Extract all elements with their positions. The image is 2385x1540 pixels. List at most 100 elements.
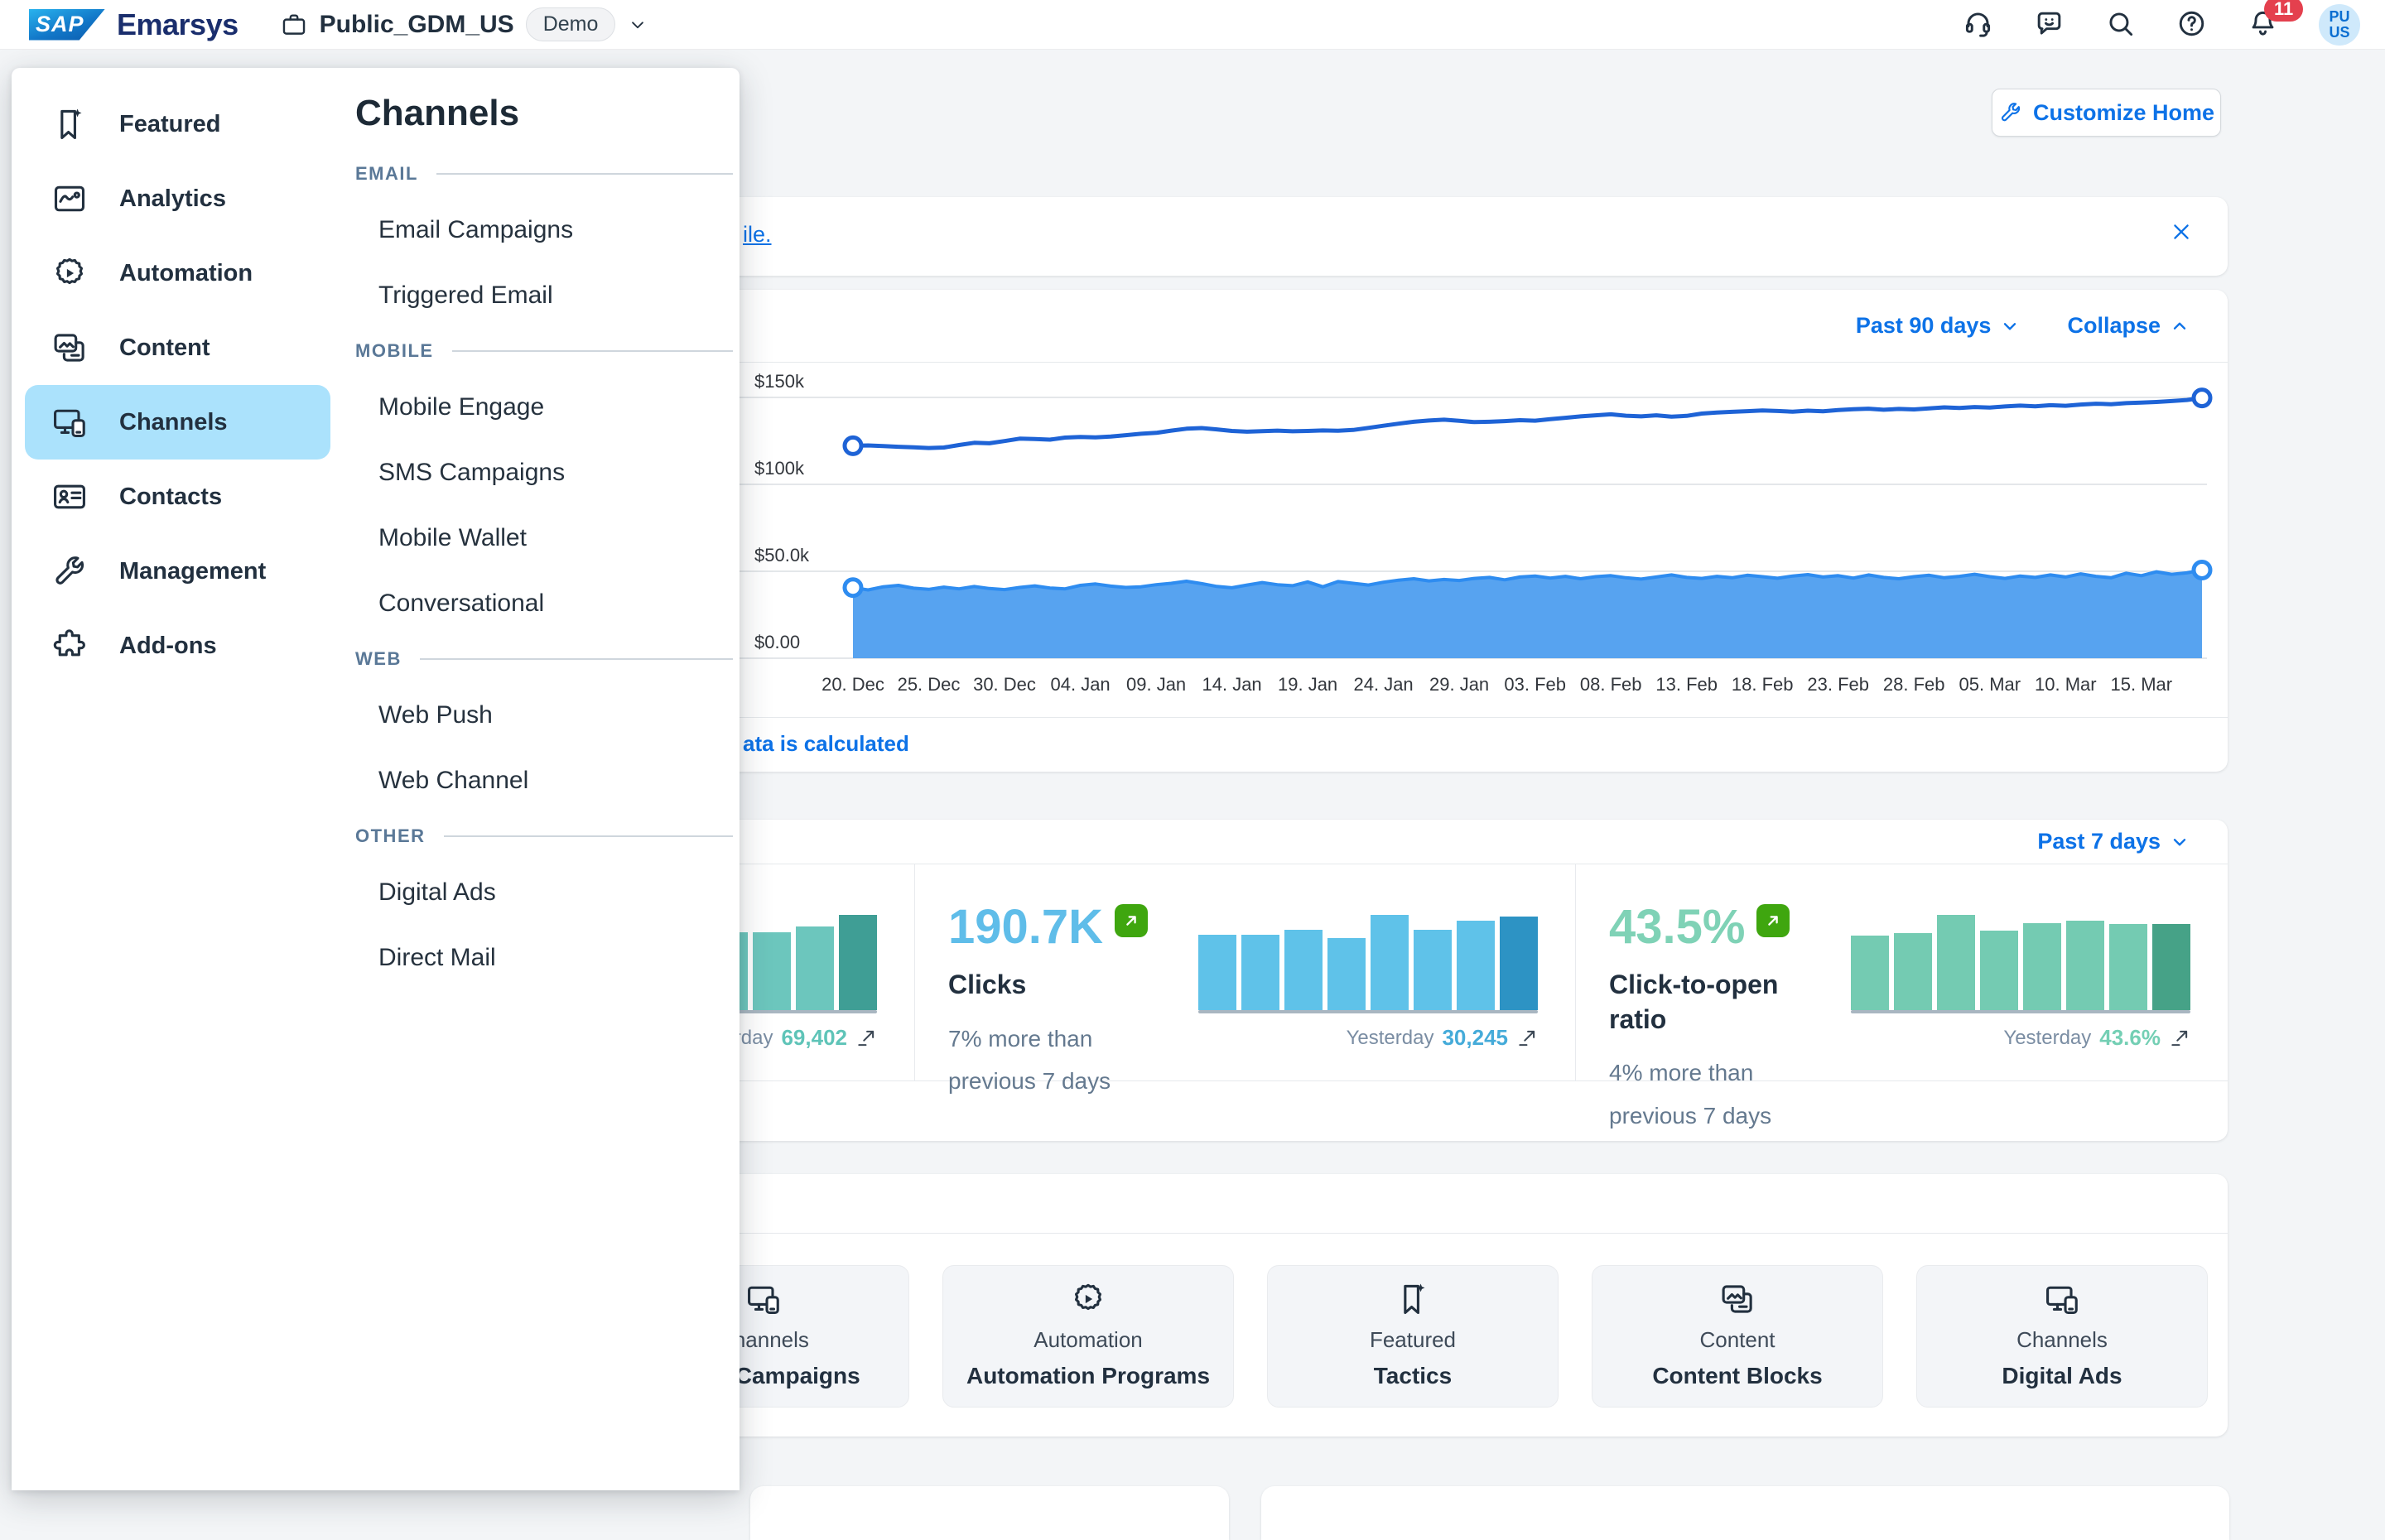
flyout-item-web-push[interactable]: Web Push — [355, 682, 740, 748]
notification-badge: 11 — [2264, 0, 2303, 22]
flyout-item-mobile-wallet[interactable]: Mobile Wallet — [355, 505, 740, 570]
search-icon — [2105, 8, 2136, 39]
banner-link[interactable]: ile. — [743, 222, 772, 248]
svg-text:03. Feb: 03. Feb — [1504, 674, 1566, 695]
bar — [2109, 924, 2147, 1010]
flyout-item-direct-mail[interactable]: Direct Mail — [355, 925, 740, 990]
bar — [796, 926, 834, 1010]
briefcase-icon — [280, 11, 308, 39]
flyout-item-triggered-email[interactable]: Triggered Email — [355, 262, 740, 328]
flyout-section-label: MOBILE — [355, 328, 740, 374]
section-divider — [444, 835, 734, 837]
customize-home-button[interactable]: Customize Home — [1992, 89, 2221, 137]
flyout-item-web-channel[interactable]: Web Channel — [355, 748, 740, 813]
flyout-item-digital-ads[interactable]: Digital Ads — [355, 859, 740, 925]
banner-close-button[interactable] — [2170, 220, 2193, 246]
sidebar-item-label: Add-ons — [119, 633, 217, 660]
flyout-item-sms-campaigns[interactable]: SMS Campaigns — [355, 440, 740, 505]
sidebar-item-content[interactable]: Content — [25, 310, 330, 385]
brand: SAP Emarsys — [29, 7, 238, 42]
svg-text:08. Feb: 08. Feb — [1580, 674, 1642, 695]
svg-text:29. Jan: 29. Jan — [1429, 674, 1489, 695]
svg-text:20. Dec: 20. Dec — [822, 674, 884, 695]
flyout-item-conversational[interactable]: Conversational — [355, 570, 740, 636]
management-icon — [51, 553, 88, 590]
flyout-section-label: EMAIL — [355, 151, 740, 197]
avatar-initials-1: PU — [2329, 9, 2349, 25]
sidebar-item-automation[interactable]: Automation — [25, 236, 330, 310]
account-name: Public_GDM_US — [320, 11, 514, 39]
channels-icon — [51, 404, 88, 440]
sap-logo-text: SAP — [36, 12, 84, 37]
date-range-label: Past 90 days — [1856, 313, 1992, 339]
chevron-down-icon — [2169, 831, 2190, 853]
svg-text:19. Jan: 19. Jan — [1278, 674, 1337, 695]
flyout-section-label: WEB — [355, 636, 740, 682]
bar — [1851, 936, 1889, 1010]
quick-link-category: Featured — [1370, 1327, 1456, 1353]
sidebar-item-contacts[interactable]: Contacts — [25, 460, 330, 534]
svg-text:$0.00: $0.00 — [754, 632, 800, 652]
content-icon — [51, 330, 88, 366]
trend-link-icon[interactable] — [2169, 1027, 2190, 1049]
how-data-calculated-link[interactable]: ata is calculated — [743, 731, 909, 757]
sidebar-item-featured[interactable]: Featured — [25, 87, 330, 161]
sidebar-item-analytics[interactable]: Analytics — [25, 161, 330, 236]
svg-text:24. Jan: 24. Jan — [1354, 674, 1414, 695]
bar — [1894, 933, 1932, 1010]
chevron-up-icon — [2169, 315, 2190, 337]
kpi-value: 190.7K — [948, 899, 1148, 955]
account-env-badge: Demo — [526, 7, 616, 41]
account-switcher[interactable]: Public_GDM_US Demo — [280, 7, 649, 41]
bar — [1284, 930, 1323, 1010]
notifications-button[interactable]: 11 — [2248, 8, 2278, 41]
close-icon — [2170, 220, 2193, 243]
automation-icon — [1070, 1281, 1106, 1317]
svg-text:04. Jan: 04. Jan — [1051, 674, 1111, 695]
product-wordmark: Emarsys — [117, 7, 238, 42]
svg-text:25. Dec: 25. Dec — [898, 674, 961, 695]
svg-text:15. Mar: 15. Mar — [2111, 674, 2173, 695]
flyout-title: Channels — [355, 93, 740, 151]
user-avatar[interactable]: PU US — [2319, 4, 2360, 46]
feedback-button[interactable] — [2034, 8, 2065, 41]
sidebar-item-channels[interactable]: Channels — [25, 385, 330, 460]
date-range-dropdown[interactable]: Past 90 days — [1856, 313, 2021, 339]
flyout-item-mobile-engage[interactable]: Mobile Engage — [355, 374, 740, 440]
svg-text:$50.0k: $50.0k — [754, 545, 810, 565]
sidebar-item-management[interactable]: Management — [25, 534, 330, 609]
arrow-up-right-icon — [1122, 912, 1140, 930]
bar — [1937, 915, 1975, 1010]
svg-text:30. Dec: 30. Dec — [973, 674, 1036, 695]
trend-link-icon[interactable] — [855, 1027, 877, 1049]
search-button[interactable] — [2105, 8, 2136, 41]
kpi-range-dropdown[interactable]: Past 7 days — [2037, 829, 2190, 854]
collapse-button[interactable]: Collapse — [2067, 313, 2190, 339]
sidebar-item-label: Featured — [119, 111, 220, 138]
kpi-label: Click-to-open ratio — [1609, 968, 1808, 1037]
navigation-overlay: Featured Analytics Automation Content Channe… — [12, 68, 740, 1490]
quick-link-category: Automation — [1034, 1327, 1143, 1353]
kpi-trend-up-badge — [1115, 904, 1148, 937]
bar — [1371, 915, 1409, 1010]
help-button[interactable] — [2176, 8, 2207, 41]
analytics-icon — [51, 180, 88, 217]
support-button[interactable] — [1963, 8, 1993, 41]
kpi-bar-chart — [1851, 911, 2190, 1010]
sidebar-item-label: Content — [119, 334, 210, 362]
sidebar-item-label: Channels — [119, 409, 228, 436]
sidebar-item-add-ons[interactable]: Add-ons — [25, 609, 330, 683]
trend-link-icon[interactable] — [1516, 1027, 1538, 1049]
automation-icon — [51, 255, 88, 291]
sidebar-item-label: Analytics — [119, 185, 226, 213]
flyout-item-email-campaigns[interactable]: Email Campaigns — [355, 197, 740, 262]
